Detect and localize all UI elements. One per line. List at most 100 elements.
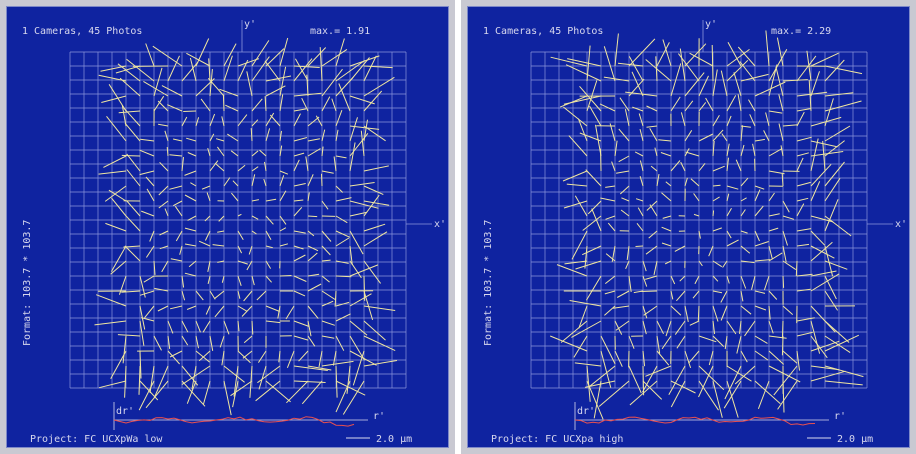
residual-vector bbox=[782, 124, 798, 127]
residual-vector bbox=[752, 143, 756, 157]
residual-vector bbox=[207, 275, 211, 285]
residual-vector bbox=[98, 380, 127, 389]
residual-vector bbox=[101, 95, 127, 103]
residual-vector bbox=[674, 245, 686, 252]
residual-vector bbox=[223, 55, 233, 82]
residual-vector bbox=[237, 260, 248, 265]
residual-vector bbox=[265, 128, 271, 142]
residual-vector bbox=[214, 162, 225, 172]
residual-vector bbox=[157, 100, 169, 112]
residual-vector bbox=[768, 227, 779, 232]
residual-vector bbox=[167, 320, 174, 334]
residual-vector bbox=[195, 117, 200, 127]
residual-vector bbox=[563, 95, 602, 105]
residual-vector bbox=[363, 125, 386, 142]
residual-vector bbox=[579, 132, 602, 142]
residual-vector bbox=[562, 170, 588, 182]
residual-vector bbox=[586, 380, 604, 420]
residual-vector bbox=[712, 115, 720, 127]
residual-vector bbox=[319, 47, 323, 82]
residual-vector bbox=[293, 335, 309, 341]
residual-vector bbox=[223, 177, 231, 187]
residual-vector bbox=[264, 161, 267, 172]
residual-vector bbox=[680, 112, 686, 127]
residual-vector bbox=[620, 209, 630, 217]
residual-vector bbox=[796, 350, 800, 371]
residual-vector bbox=[574, 362, 602, 367]
residual-vector bbox=[698, 380, 719, 411]
residual-vector bbox=[265, 230, 272, 240]
residual-vector bbox=[126, 200, 141, 217]
dr-label: dr' bbox=[577, 406, 596, 417]
residual-vector bbox=[684, 43, 707, 67]
residual-vector bbox=[321, 129, 326, 142]
residual-vector bbox=[363, 90, 383, 112]
residual-vector bbox=[613, 305, 630, 309]
residual-vector bbox=[782, 215, 795, 220]
residual-vector bbox=[692, 290, 700, 299]
residual-vector bbox=[628, 56, 644, 82]
residual-vector bbox=[737, 94, 742, 112]
residual-vector bbox=[796, 157, 804, 172]
residual-vector bbox=[556, 264, 588, 277]
residual-vector bbox=[164, 130, 169, 142]
residual-vector bbox=[722, 260, 728, 268]
residual-vector bbox=[670, 275, 676, 285]
residual-vector bbox=[125, 215, 141, 232]
residual-vector bbox=[810, 335, 828, 359]
residual-vector bbox=[724, 335, 728, 350]
residual-vector bbox=[569, 300, 602, 307]
residual-vector bbox=[726, 380, 739, 418]
residual-vector bbox=[103, 155, 127, 168]
residual-vector bbox=[721, 133, 728, 142]
residual-vector bbox=[96, 294, 127, 307]
residual-vector bbox=[255, 380, 281, 402]
residual-vector bbox=[293, 275, 307, 282]
residual-vector bbox=[768, 213, 780, 217]
residual-vector bbox=[726, 207, 732, 217]
residual-vector bbox=[207, 260, 211, 272]
residual-vector bbox=[726, 365, 752, 382]
residual-vector bbox=[301, 380, 323, 405]
residual-vector bbox=[349, 264, 379, 277]
residual-vector bbox=[321, 68, 343, 97]
residual-vector bbox=[321, 170, 334, 174]
residual-vector bbox=[307, 252, 318, 262]
residual-vector bbox=[188, 260, 197, 268]
residual-vector bbox=[143, 80, 169, 97]
residual-vector bbox=[635, 245, 644, 247]
residual-vector bbox=[221, 116, 225, 127]
residual-vector bbox=[277, 305, 281, 319]
residual-vector bbox=[223, 43, 237, 67]
residual-vector bbox=[251, 199, 259, 202]
residual-vector bbox=[106, 115, 127, 142]
residual-vector bbox=[567, 58, 602, 67]
residual-vector bbox=[705, 97, 714, 112]
residual-vector bbox=[810, 52, 839, 67]
residual-vector bbox=[153, 95, 165, 112]
residual-vector bbox=[145, 245, 155, 258]
residual-vector bbox=[321, 300, 334, 307]
residual-vector bbox=[777, 380, 798, 410]
residual-vector bbox=[565, 64, 602, 82]
residual-vector bbox=[170, 258, 183, 262]
residual-vector bbox=[209, 160, 219, 172]
residual-vector bbox=[230, 380, 253, 397]
residual-vector bbox=[169, 305, 183, 310]
residual-vector bbox=[754, 305, 767, 311]
residual-vector bbox=[293, 159, 300, 172]
residual-vector bbox=[184, 194, 197, 202]
residual-vector bbox=[307, 47, 327, 67]
residual-vector bbox=[641, 365, 658, 393]
residual-vector bbox=[754, 380, 781, 405]
residual-vector bbox=[824, 140, 845, 157]
residual-vector bbox=[698, 102, 707, 112]
residual-vector bbox=[315, 115, 323, 127]
residual-vector bbox=[265, 245, 273, 249]
residual-vector bbox=[636, 222, 644, 232]
residual-vector bbox=[824, 245, 834, 277]
residual-vector bbox=[796, 181, 811, 187]
residual-vector bbox=[693, 193, 700, 202]
format-label: Format: 103.7 * 103.7 bbox=[22, 219, 33, 346]
residual-vector bbox=[145, 176, 155, 187]
